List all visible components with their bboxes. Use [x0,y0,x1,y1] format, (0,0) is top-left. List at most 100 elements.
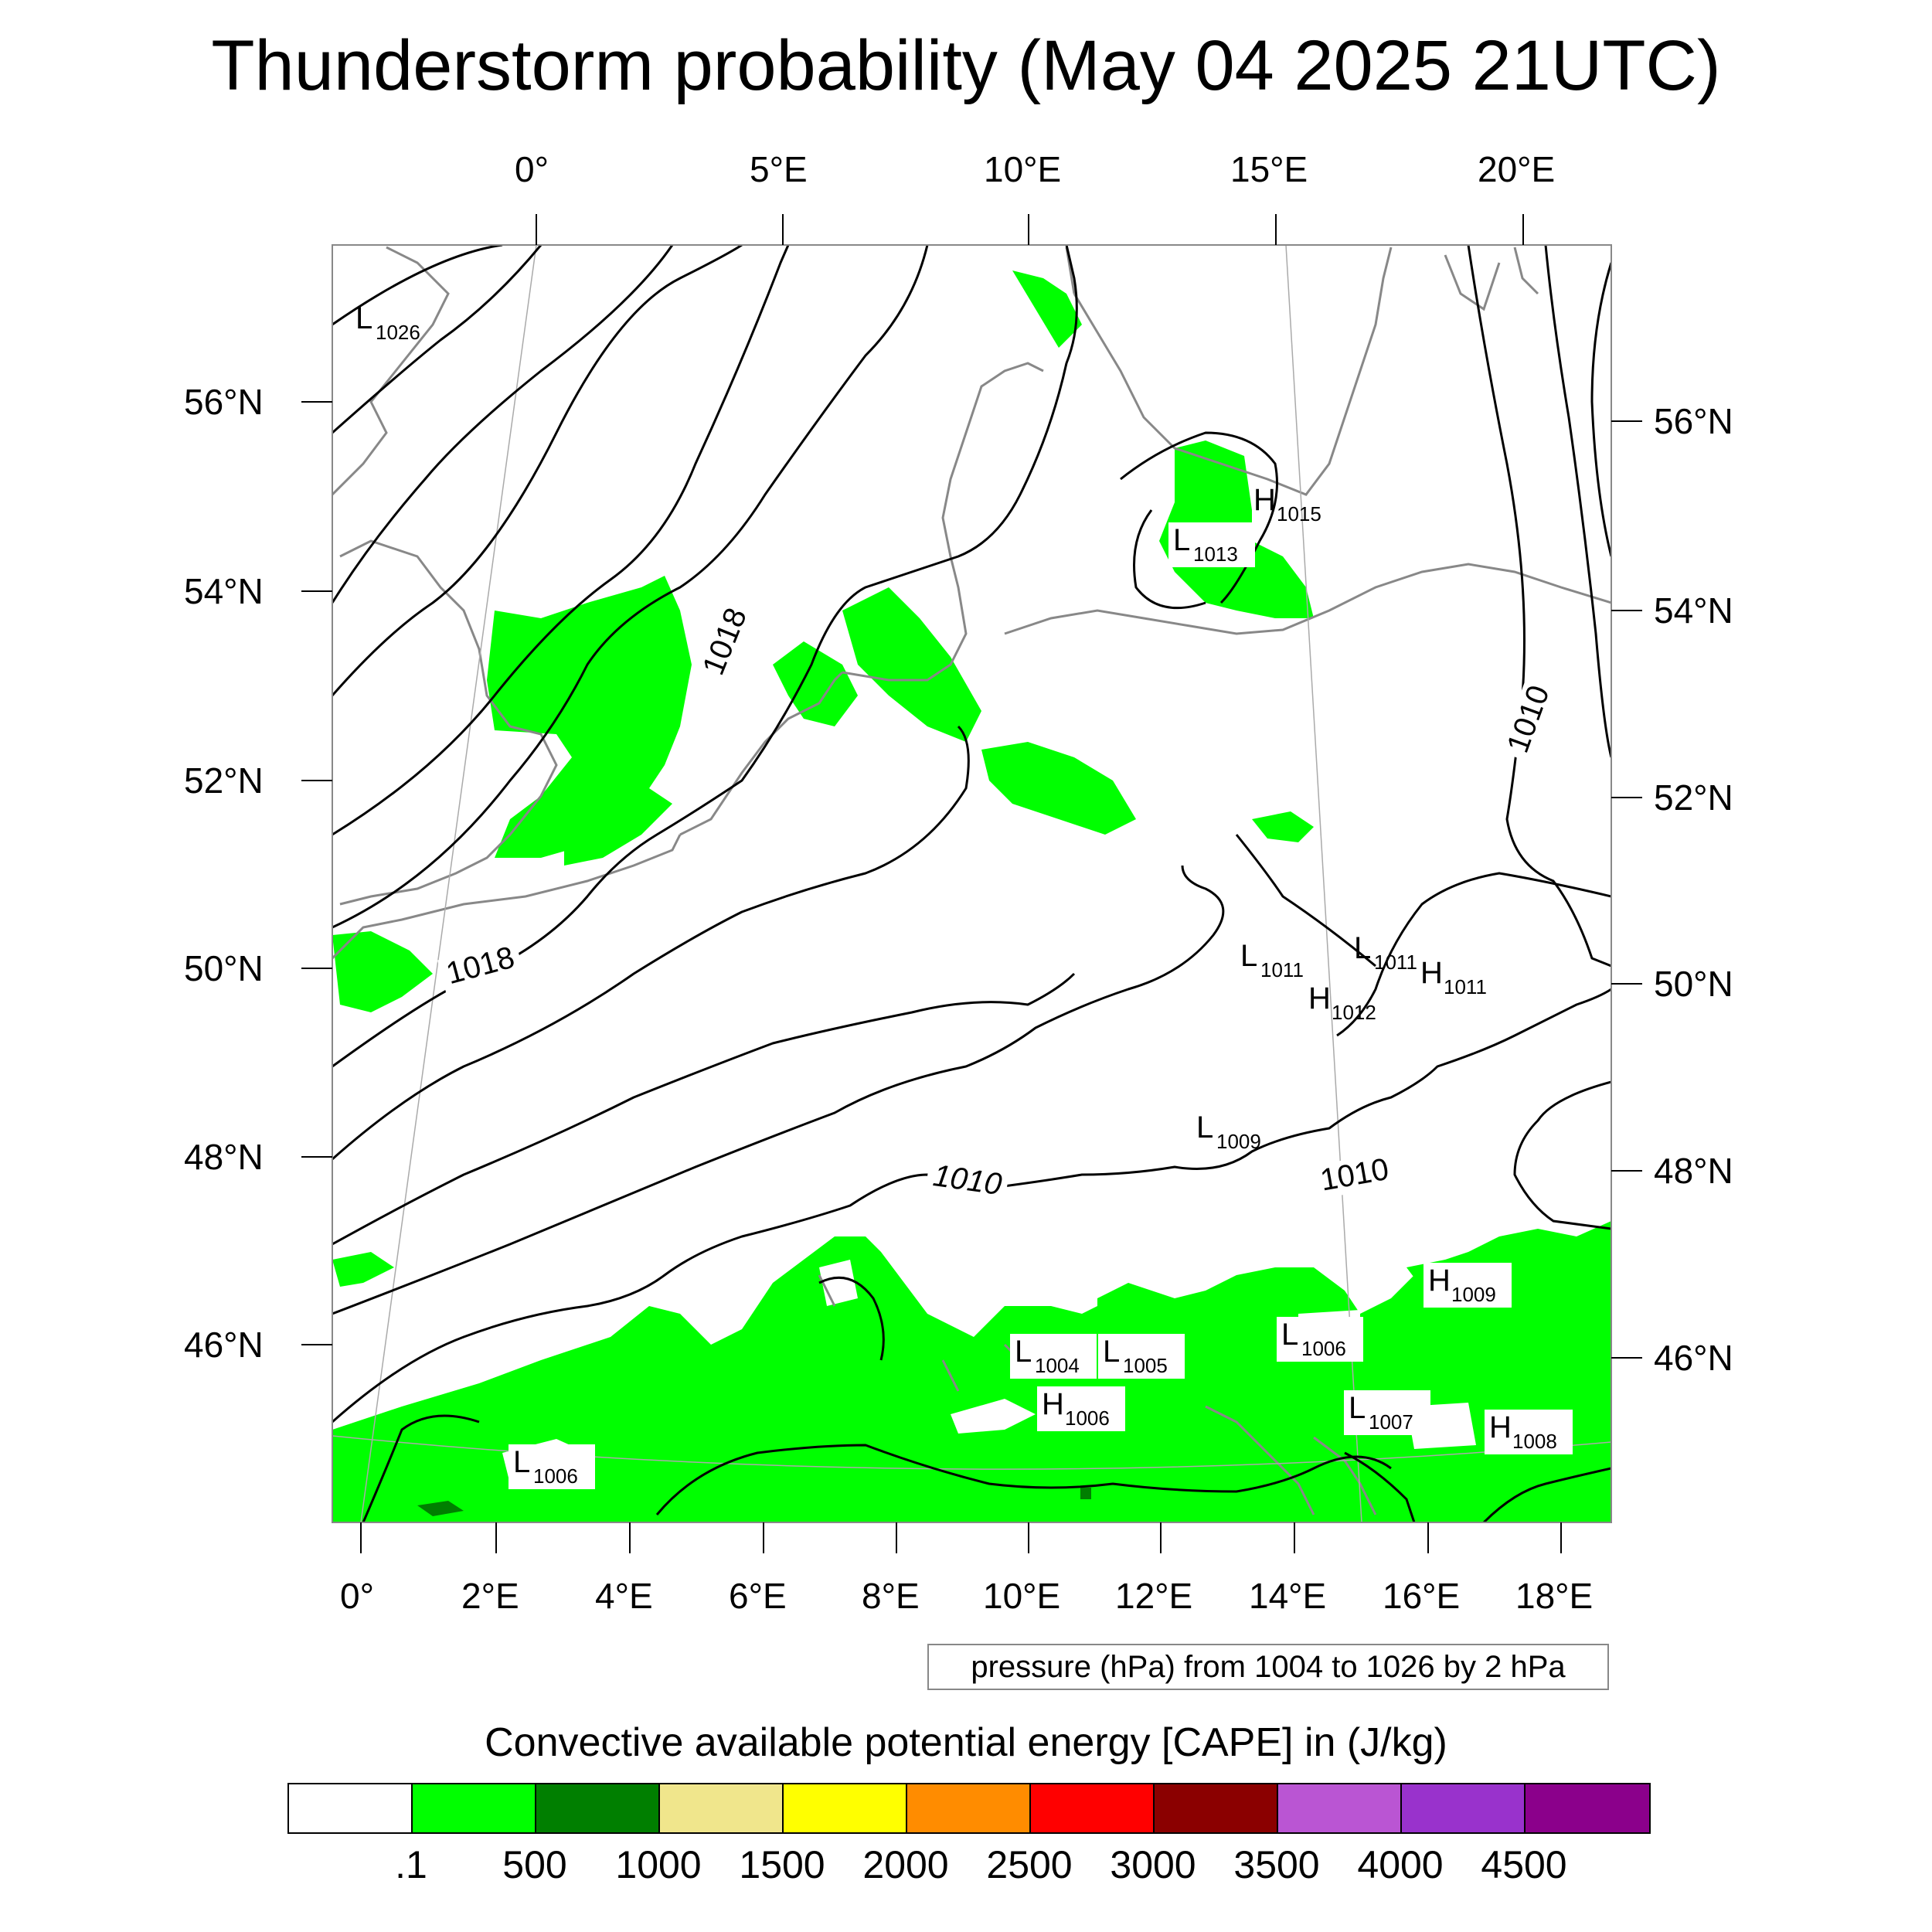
left-lat-tick-label: 46°N [184,1325,264,1365]
colorbar-swatch [1155,1784,1278,1832]
pressure-center-letter: L [355,301,372,335]
top-lon-tick-label: 20°E [1478,149,1556,189]
bottom-lon-tick-label: 0° [340,1576,374,1616]
colorbar-tick-label: 2500 [986,1843,1073,1886]
pressure-center-value: 1011 [1444,975,1487,998]
bottom-lon-tick-label: 12°E [1115,1576,1193,1616]
colorbar-tick-label: .1 [395,1843,427,1886]
bottom-lon-tick-label: 4°E [595,1576,653,1616]
chart-title: Thunderstorm probability (May 04 2025 21… [211,26,1721,105]
colorbar-swatch [413,1784,536,1832]
pressure-center-letter: H [1428,1264,1451,1298]
coast-germany-denmark [842,362,1044,682]
cape-area-pyrenees [332,1252,394,1287]
colorbar-tick-label: 4500 [1481,1843,1567,1886]
top-lon-tick-label: 10°E [984,149,1062,189]
pressure-center-letter: H [1489,1410,1512,1444]
colorbar-swatch [289,1784,413,1832]
pressure-center-letter: L [1196,1111,1213,1145]
pressure-center-letter: H [1420,956,1443,990]
pressure-center-value: 1004 [1035,1354,1080,1377]
coast-baltic-s [1004,563,1611,635]
pressure-center-letter: L [1281,1318,1298,1352]
pressure-center-letter: L [1240,939,1257,973]
left-lat-tick-label: 56°N [184,382,264,422]
colorbar-tick-label: 1500 [739,1843,825,1886]
cape-area-netherlands [773,641,858,726]
right-lat-tick-label: 56°N [1654,401,1733,441]
pressure-center-value: 1015 [1277,502,1321,526]
cape-fields [332,270,1611,1522]
colorbar-swatch [660,1784,784,1832]
contour-label: 1010 [931,1158,1004,1202]
contour-labels: 1018 1018 1010 1010 1010 [437,599,1560,1204]
bottom-lon-tick-label: 2°E [461,1576,519,1616]
colorbar-tick-label: 3500 [1233,1843,1320,1886]
pressure-center-value: 1007 [1369,1410,1413,1434]
right-lat-tick-label: 52°N [1654,777,1733,818]
cape-area-southeurope [332,1221,1611,1522]
colorbar-swatch [907,1784,1031,1832]
pressure-center-value: 1009 [1451,1283,1496,1306]
pressure-centers: L 1026 H 1015 L 1013 L 1011 L 1011 H 1011 H 101… [355,301,1573,1489]
pressure-center-value: 1008 [1512,1430,1557,1453]
pressure-center-letter: H [1042,1387,1064,1421]
pressure-center-letter: L [1349,1391,1366,1425]
cape-dark-patch-1 [417,1501,464,1516]
bottom-lon-tick-label: 10°E [983,1576,1061,1616]
isobars [332,245,1611,1522]
pressure-center-value: 1026 [376,321,420,344]
tick-marks [301,214,1642,1553]
coast-adriatic [1205,1405,1377,1515]
colorbar-tick-label: 3000 [1110,1843,1196,1886]
pressure-center-value: 1006 [1065,1406,1110,1430]
pressure-center-value: 1009 [1216,1130,1261,1153]
cape-area-germany-n [842,587,981,742]
cape-area-germany-c [981,742,1136,835]
coastlines [332,246,1611,1515]
contour-label: 1018 [696,604,753,680]
colorbar-swatch [1402,1784,1526,1832]
pressure-center-letter: H [1308,981,1331,1015]
colorbar-swatch [1031,1784,1155,1832]
bottom-lon-tick-label: 14°E [1249,1576,1327,1616]
cape-area-denmark-sea [1012,270,1082,348]
pressure-center-value: 1012 [1332,1001,1376,1024]
cape-dark-patch-2 [1080,1488,1091,1499]
right-lat-tick-label: 46°N [1654,1338,1733,1378]
coast-france [332,834,682,960]
pressure-center-letter: L [1173,523,1190,557]
cape-area-poland [1252,811,1314,842]
top-lon-tick-label: 5°E [750,149,808,189]
pressure-center-letter: L [1354,931,1371,965]
right-lat-tick-label: 54°N [1654,590,1733,631]
left-lat-tick-label: 54°N [184,571,264,611]
pressure-center-value: 1006 [1301,1337,1346,1360]
colorbar-tick-label: 4000 [1357,1843,1444,1886]
pressure-center-letter: L [1015,1335,1032,1369]
pressure-center-letter: H [1253,483,1276,517]
colorbar-swatch [536,1784,660,1832]
pressure-center-value: 1011 [1374,951,1417,974]
right-lat-tick-label: 50°N [1654,964,1733,1004]
pressure-center-value: 1013 [1193,543,1238,566]
bottom-lon-tick-label: 18°E [1515,1576,1594,1616]
cape-area-france [332,931,433,1012]
contour-label: 1010 [1318,1152,1391,1198]
bottom-lon-tick-label: 16°E [1383,1576,1461,1616]
cape-fields-dark [417,1488,1091,1516]
coast-baltic-islands [1444,247,1539,311]
pressure-center-value: 1011 [1260,958,1304,981]
colorbar-swatch [1278,1784,1402,1832]
left-lat-tick-label: 52°N [184,760,264,801]
pressure-center-letter: L [513,1445,530,1479]
pressure-center-value: 1006 [533,1464,578,1488]
colorbar-tick-label: 1000 [615,1843,702,1886]
bottom-lon-tick-label: 6°E [729,1576,787,1616]
colorbar-swatch [1526,1784,1649,1832]
left-lat-tick-label: 50°N [184,948,264,988]
top-lon-tick-label: 0° [515,149,549,189]
bottom-lon-tick-label: 8°E [862,1576,920,1616]
contour-label: 1010 [1501,681,1556,757]
